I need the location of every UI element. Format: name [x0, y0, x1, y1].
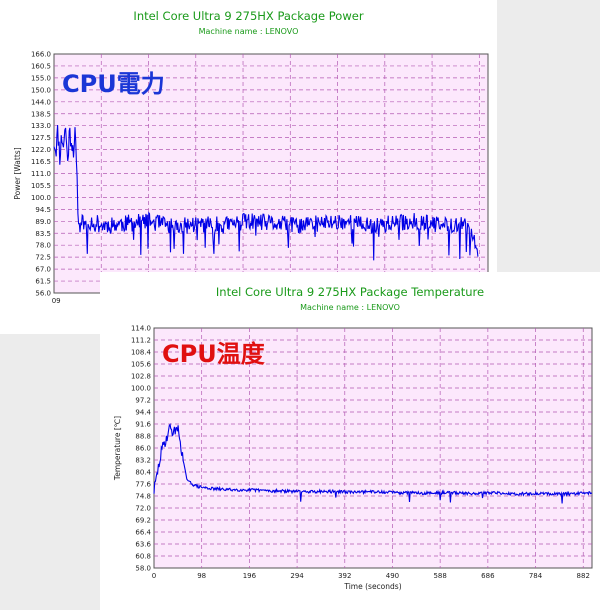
y-tick-label: 114.0 [131, 325, 151, 333]
series-line [153, 423, 593, 504]
y-tick-label: 88.8 [135, 433, 151, 441]
y-tick-label: 144.0 [31, 98, 51, 106]
y-tick-label: 61.5 [35, 278, 51, 286]
y-tick-label: 102.8 [131, 373, 151, 381]
x-tick-label: 490 [386, 572, 399, 580]
y-tick-label: 100.0 [131, 385, 151, 393]
y-axis-label: Power [Watts] [13, 147, 22, 199]
y-tick-label: 80.4 [135, 469, 151, 477]
chart-title: Intel Core Ultra 9 275HX Package Power [133, 9, 364, 23]
y-tick-label: 111.2 [131, 337, 151, 345]
series-line [53, 124, 479, 261]
y-tick-label: 116.5 [31, 158, 51, 166]
x-tick-label: 686 [481, 572, 495, 580]
y-tick-label: 86.0 [135, 445, 151, 453]
chart-subtitle: Machine name : LENOVO [198, 27, 299, 36]
x-tick-label: 9 [56, 297, 60, 305]
power-chart-panel: Intel Core Ultra 9 275HX Package Power M… [0, 0, 497, 334]
y-tick-label: 74.8 [135, 493, 151, 501]
y-tick-label: 69.2 [135, 517, 151, 525]
chart-title: Intel Core Ultra 9 275HX Package Tempera… [215, 285, 485, 299]
y-tick-label: 63.6 [135, 541, 151, 549]
y-tick-label: 58.0 [135, 565, 151, 573]
y-tick-label: 105.5 [31, 182, 51, 190]
temperature-chart-svg: 114.0 111.2 108.4 105.6 102.8 100.0 97.2 94.4 91… [113, 325, 593, 591]
y-tick-label: 78.0 [35, 242, 51, 250]
y-tick-label: 155.0 [31, 74, 51, 82]
y-axis-label: Temperature [℃] [113, 416, 122, 481]
y-tick-label: 60.8 [135, 553, 151, 561]
y-tick-label: 72.5 [35, 254, 51, 262]
x-tick-label: 98 [197, 572, 206, 580]
cpu-power-overlay-label: CPU電力 [62, 70, 165, 98]
y-tick-label: 100.0 [31, 194, 51, 202]
y-tick-label: 56.0 [35, 290, 51, 298]
x-tick-label: 0 [152, 572, 156, 580]
x-tick-label: 294 [290, 572, 304, 580]
x-tick-label: 0 [52, 297, 56, 305]
x-axis-label: Time (seconds) [343, 582, 401, 591]
y-tick-label: 94.4 [135, 409, 151, 417]
y-tick-label: 83.5 [35, 230, 51, 238]
y-tick-label: 97.2 [135, 397, 151, 405]
x-tick-label: 784 [529, 572, 543, 580]
temperature-chart-panel: Intel Core Ultra 9 275HX Package Tempera… [100, 272, 600, 610]
x-tick-label: 196 [243, 572, 257, 580]
y-tick-label: 89.0 [35, 218, 51, 226]
y-tick-label: 127.5 [31, 134, 51, 142]
cpu-temperature-overlay-label: CPU温度 [162, 340, 265, 368]
y-tick-label: 105.6 [131, 361, 152, 369]
y-tick-label: 111.0 [31, 170, 51, 178]
x-tick-label: 588 [433, 572, 446, 580]
x-tick-label: 882 [577, 572, 590, 580]
y-tick-label: 160.5 [31, 62, 51, 70]
y-tick-label: 72.0 [135, 505, 151, 513]
power-chart-svg: 166.0 160.5 155.0 150.0 144.0 138.5 133.0 127.5… [13, 51, 489, 305]
y-tick-label: 67.0 [35, 266, 51, 274]
y-tick-label: 91.6 [135, 421, 151, 429]
chart-subtitle: Machine name : LENOVO [300, 303, 400, 312]
x-tick-label: 392 [338, 572, 351, 580]
y-tick-label: 133.0 [31, 122, 51, 130]
y-tick-label: 108.4 [131, 349, 152, 357]
y-tick-label: 166.0 [31, 51, 51, 59]
y-tick-label: 150.0 [31, 86, 51, 94]
y-tick-label: 66.4 [135, 529, 151, 537]
y-tick-label: 122.0 [31, 146, 51, 154]
y-tick-label: 77.6 [135, 481, 151, 489]
y-tick-label: 94.5 [35, 206, 51, 214]
y-tick-label: 138.5 [31, 110, 51, 118]
y-tick-label: 83.2 [135, 457, 151, 465]
